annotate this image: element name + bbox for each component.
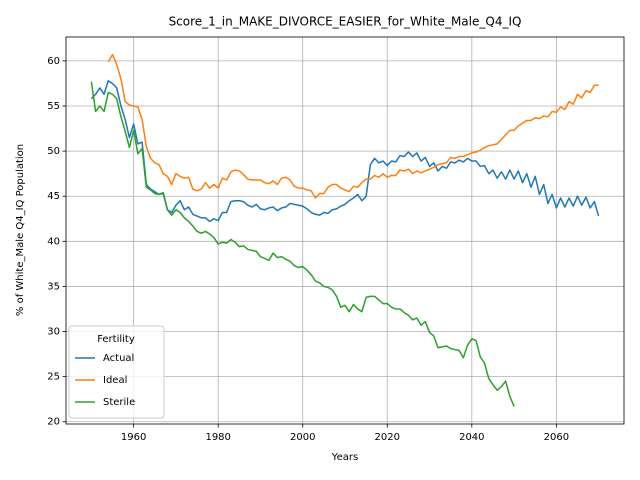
x-tick-label: 2060 [544, 432, 569, 443]
x-tick-label: 2040 [459, 432, 484, 443]
x-tick-label: 2020 [375, 432, 400, 443]
y-tick-label: 55 [47, 101, 60, 112]
y-tick-label: 40 [47, 236, 60, 247]
legend-title: Fertility [97, 334, 135, 345]
legend: Fertility Actual Ideal Sterile [68, 325, 165, 419]
y-axis-label: % of White_Male Q4_IQ Population [15, 144, 26, 316]
chart-title: Score_1_in_MAKE_DIVORCE_EASIER_for_White… [169, 15, 522, 29]
legend-box [68, 325, 165, 419]
y-tick-label: 45 [47, 191, 60, 202]
plot-frame [65, 36, 625, 425]
x-tick-label: 1960 [121, 432, 146, 443]
x-axis-label: Years [331, 452, 358, 463]
legend-label: Sterile [103, 397, 135, 408]
y-tick-label: 30 [47, 327, 60, 338]
y-tick-label: 20 [47, 417, 60, 428]
y-tick-label: 25 [47, 372, 60, 383]
y-tick-label: 60 [47, 56, 60, 67]
legend-label: Ideal [103, 375, 127, 386]
x-tick-label: 1980 [205, 432, 230, 443]
series-line [90, 80, 600, 223]
y-tick-label: 50 [47, 146, 60, 157]
series-line [90, 81, 515, 407]
legend-label: Actual [103, 353, 134, 364]
y-tick-label: 35 [47, 281, 60, 292]
x-tick-label: 2000 [290, 432, 315, 443]
series-line [107, 53, 599, 199]
